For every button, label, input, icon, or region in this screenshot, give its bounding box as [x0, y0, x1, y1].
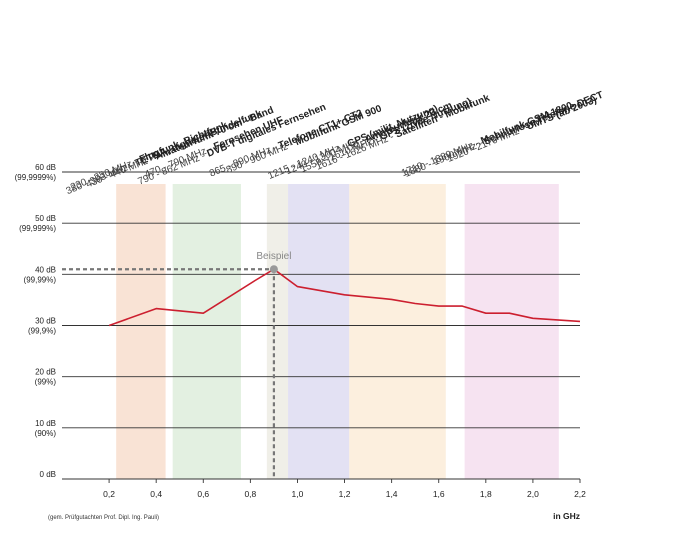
x-tick-label: 2,0 — [527, 489, 539, 499]
example-marker-group: Beispiel — [62, 251, 291, 479]
frequency-band — [266, 184, 289, 479]
y-tick-label: 10 dB — [35, 419, 56, 428]
source-note: (gem. Prüfgutachten Prof. Dipl. Ing. Pau… — [48, 515, 159, 521]
x-tick-label: 2,2 — [574, 489, 586, 499]
x-tick-label: 1,8 — [480, 489, 492, 499]
x-axis-ticks: 0,2 0,4 0,6 0,8 1,0 1,2 1,4 1,6 1,8 2,0 2,2 — [103, 479, 586, 499]
frequency-range: 1920 - 2170 MHz - — [446, 122, 529, 164]
x-tick-label: 1,4 — [386, 489, 398, 499]
y-tick-percent: (99,9999%) — [15, 173, 57, 182]
series-group — [108, 268, 581, 327]
x-tick-label: 0,8 — [244, 489, 256, 499]
y-tick-label: 0 dB — [40, 470, 56, 479]
y-tick-label: 20 dB — [35, 368, 56, 377]
x-axis-label: in GHz — [553, 511, 580, 521]
x-tick-label: 1,2 — [339, 489, 351, 499]
example-label: Beispiel — [256, 251, 291, 262]
y-tick-percent: (99,999%) — [19, 224, 56, 233]
y-tick-label: 60 dB — [35, 163, 56, 172]
x-tick-label: 0,2 — [103, 489, 115, 499]
frequency-label: 430 - 440 MHz - Amateurfunk 70 cm - Band — [85, 105, 276, 191]
x-tick-label: 0,6 — [197, 489, 209, 499]
y-tick-percent: (99,99%) — [24, 275, 57, 284]
frequency-band — [288, 184, 350, 479]
frequency-band — [116, 184, 166, 479]
frequency-bands — [116, 184, 559, 479]
y-axis-ticks: 60 dB(99,9999%) 50 dB(99,999%) 40 dB(99,99… — [15, 163, 57, 479]
frequency-band — [172, 184, 241, 479]
frequency-label: 1616 - 1626 MHz - Satelliten - Mobilfunk — [315, 93, 492, 173]
series-line — [108, 268, 581, 327]
y-tick-label: 40 dB — [35, 265, 56, 274]
x-tick-label: 1,0 — [292, 489, 304, 499]
y-tick-label: 50 dB — [35, 214, 56, 223]
frequency-band — [464, 184, 559, 479]
y-tick-percent: (90%) — [35, 429, 57, 438]
grid-lines — [62, 171, 580, 480]
y-tick-percent: (99%) — [35, 378, 57, 387]
frequency-band — [349, 184, 446, 479]
y-tick-label: 30 dB — [35, 317, 56, 326]
x-tick-label: 0,4 — [150, 489, 162, 499]
x-tick-label: 1,6 — [433, 489, 445, 499]
example-point — [269, 265, 278, 274]
y-tick-percent: (99,9%) — [28, 327, 56, 336]
